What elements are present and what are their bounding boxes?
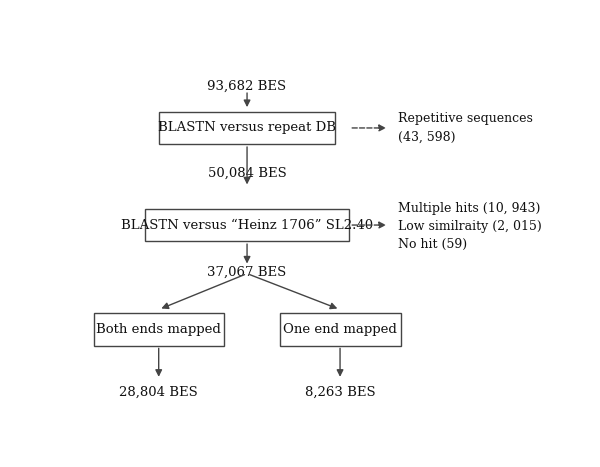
Text: 8,263 BES: 8,263 BES <box>305 386 376 399</box>
Text: One end mapped: One end mapped <box>283 323 397 336</box>
Bar <box>145 209 349 241</box>
Text: 37,067 BES: 37,067 BES <box>208 265 287 278</box>
Text: 28,804 BES: 28,804 BES <box>119 386 198 399</box>
Bar <box>158 112 335 144</box>
Bar <box>94 313 224 346</box>
Text: BLASTN versus “Heinz 1706” SL2.40: BLASTN versus “Heinz 1706” SL2.40 <box>121 219 373 232</box>
Text: Multiple hits (10, 943)
Low similraity (2, 015)
No hit (59): Multiple hits (10, 943) Low similraity (… <box>398 202 542 251</box>
Text: BLASTN versus repeat DB: BLASTN versus repeat DB <box>158 121 336 134</box>
Text: Both ends mapped: Both ends mapped <box>96 323 221 336</box>
Text: Repetitive sequences
(43, 598): Repetitive sequences (43, 598) <box>398 113 533 143</box>
Text: 93,682 BES: 93,682 BES <box>208 80 287 93</box>
Text: 50,084 BES: 50,084 BES <box>208 166 286 179</box>
Bar <box>280 313 401 346</box>
